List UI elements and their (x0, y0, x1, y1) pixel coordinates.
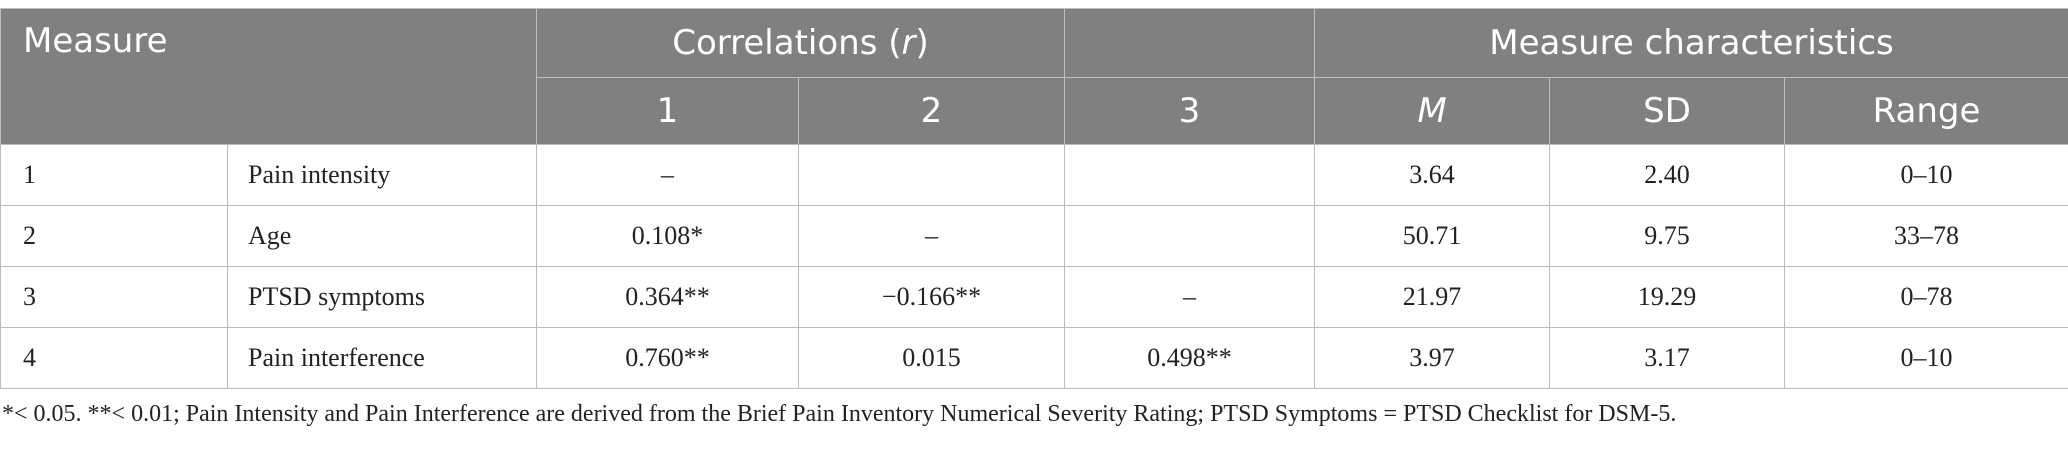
table-body: 1 Pain intensity – 3.64 2.40 0–10 2 Age … (0, 144, 2068, 389)
row-number: 3 (0, 266, 228, 328)
row-measure-name: Age (227, 205, 537, 267)
cell-sd: 3.17 (1549, 327, 1785, 389)
header-col-m-text: M (1417, 91, 1447, 131)
header-col-2: 2 (798, 77, 1065, 145)
table-row: 1 Pain intensity – 3.64 2.40 0–10 (0, 144, 2068, 206)
cell-corr-3: 0.498** (1064, 327, 1315, 389)
table-container: Measure Correlations (r) Measure charact… (0, 8, 2068, 428)
header-correlations-r: r (901, 23, 916, 63)
table-row: 3 PTSD symptoms 0.364** −0.166** – 21.97… (0, 266, 2068, 328)
header-correlations-suffix: ) (915, 23, 929, 63)
cell-corr-1: 0.364** (536, 266, 799, 328)
header-correlations-prefix: Correlations ( (672, 23, 902, 63)
row-number: 1 (0, 144, 228, 206)
header-correlations: Correlations (r) (536, 8, 1065, 78)
row-measure-name: PTSD symptoms (227, 266, 537, 328)
cell-mean: 50.71 (1314, 205, 1550, 267)
row-number: 4 (0, 327, 228, 389)
cell-corr-2 (798, 144, 1065, 206)
cell-sd: 9.75 (1549, 205, 1785, 267)
cell-range: 33–78 (1784, 205, 2068, 267)
cell-sd: 2.40 (1549, 144, 1785, 206)
cell-corr-1: 0.760** (536, 327, 799, 389)
header-col-m: M (1314, 77, 1550, 145)
cell-range: 0–78 (1784, 266, 2068, 328)
cell-corr-1: – (536, 144, 799, 206)
cell-corr-3 (1064, 144, 1315, 206)
cell-range: 0–10 (1784, 144, 2068, 206)
header-measure: Measure (0, 8, 537, 145)
header-col-1: 1 (536, 77, 799, 145)
cell-corr-2: 0.015 (798, 327, 1065, 389)
table-row: 4 Pain interference 0.760** 0.015 0.498*… (0, 327, 2068, 389)
header-col-3: 3 (1064, 77, 1315, 145)
table-footnote: *< 0.05. **< 0.01; Pain Intensity and Pa… (2, 401, 1677, 427)
table-row: 2 Age 0.108* – 50.71 9.75 33–78 (0, 205, 2068, 267)
cell-corr-2: – (798, 205, 1065, 267)
cell-corr-3 (1064, 205, 1315, 267)
cell-corr-2: −0.166** (798, 266, 1065, 328)
correlation-table: Measure Correlations (r) Measure charact… (0, 8, 2068, 389)
cell-mean: 3.64 (1314, 144, 1550, 206)
cell-corr-1: 0.108* (536, 205, 799, 267)
row-number: 2 (0, 205, 228, 267)
table-header: Measure Correlations (r) Measure charact… (0, 8, 2068, 145)
header-blank (1064, 8, 1315, 78)
cell-mean: 21.97 (1314, 266, 1550, 328)
header-characteristics: Measure characteristics (1314, 8, 2068, 78)
header-col-sd: SD (1549, 77, 1785, 145)
row-measure-name: Pain intensity (227, 144, 537, 206)
row-measure-name: Pain interference (227, 327, 537, 389)
cell-range: 0–10 (1784, 327, 2068, 389)
header-col-range: Range (1784, 77, 2068, 145)
cell-mean: 3.97 (1314, 327, 1550, 389)
cell-sd: 19.29 (1549, 266, 1785, 328)
cell-corr-3: – (1064, 266, 1315, 328)
